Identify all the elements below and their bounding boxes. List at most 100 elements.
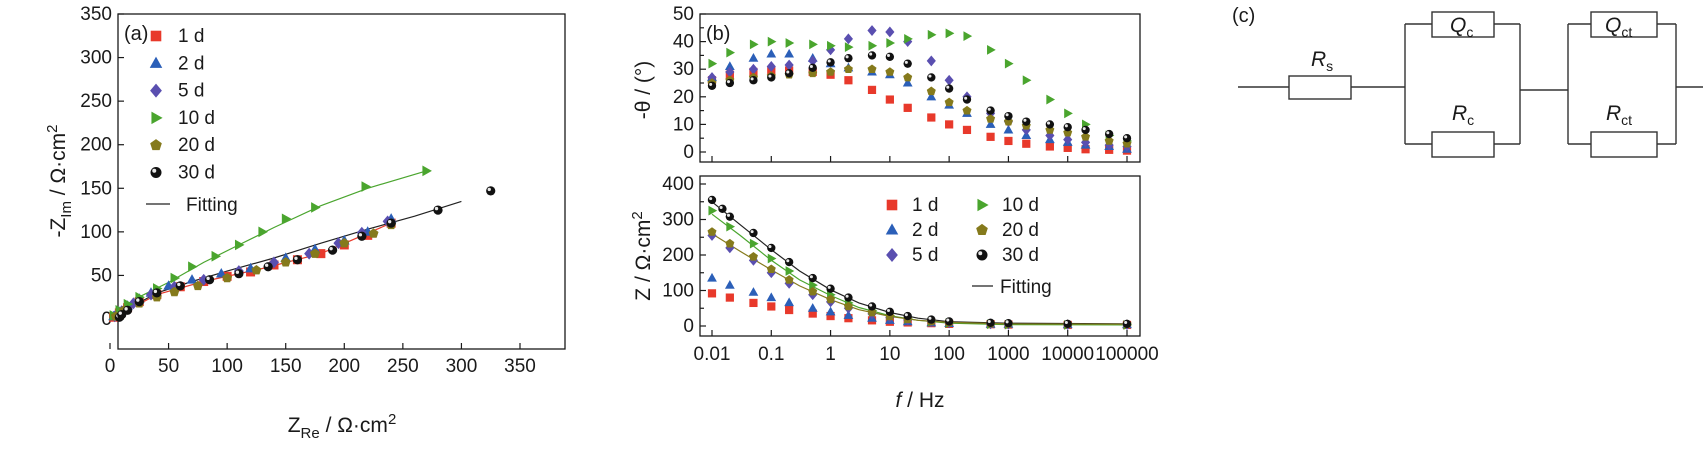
- bode-phase-point: [749, 76, 758, 85]
- bode-phase-point: [826, 58, 835, 67]
- nyquist-xtick-label: 350: [504, 356, 536, 377]
- bode-phase-point: [986, 114, 996, 123]
- bode-modulus-ytick-label: 0: [683, 316, 694, 337]
- frequency-tick-label: 10: [879, 344, 900, 365]
- nyquist-point: [368, 228, 379, 238]
- nyquist-legend-marker: [150, 30, 162, 42]
- bode-modulus-point: [748, 252, 758, 261]
- bode-modulus-point: [843, 310, 854, 319]
- label-qct: Qct: [1605, 14, 1632, 40]
- bode-legend-label: 1 d: [912, 195, 938, 216]
- nyquist-point: [310, 248, 320, 258]
- bode-phase-point: [1004, 136, 1013, 146]
- bode-phase-point: [927, 73, 936, 82]
- bode-modulus-point: [767, 253, 777, 264]
- bode-phase-point: [784, 48, 795, 58]
- bode-phase-point: [987, 44, 996, 55]
- bode-phase-point: [903, 59, 912, 68]
- resistor-rs: [1288, 75, 1352, 100]
- bode-phase-point: [867, 64, 877, 74]
- bode-modulus-point: [725, 293, 734, 302]
- nyquist-legend-label: 1 d: [178, 26, 204, 47]
- bode-phase-point: [927, 29, 937, 40]
- bode-phase-point: [962, 125, 972, 135]
- bode-modulus-point: [766, 292, 777, 302]
- bode-phase-point: [844, 76, 853, 85]
- nyquist-series-2-d: [108, 213, 397, 321]
- bode-modulus-point: [826, 294, 836, 304]
- bode-legend-marker: [976, 249, 988, 261]
- nyquist-point: [234, 239, 245, 251]
- bode-modulus-point: [885, 307, 895, 316]
- bode-modulus-point: [767, 243, 776, 253]
- bode-phase-point: [1063, 122, 1072, 132]
- bode-modulus-point: [903, 311, 912, 321]
- equivalent-circuit: (c) Rs Qc Rc Qct Rct: [1232, 5, 1703, 158]
- panel-label-b: (b): [706, 23, 730, 45]
- label-qc: Qc: [1450, 14, 1473, 40]
- bode-phase-point: [844, 53, 853, 63]
- frequency-tick-label: 1: [825, 344, 836, 365]
- nyquist-point: [152, 288, 162, 298]
- nyquist-point: [422, 165, 432, 177]
- bode-phase-point: [902, 77, 913, 87]
- bode-modulus-ytick-label: 400: [662, 174, 694, 195]
- nyquist-point: [268, 256, 280, 269]
- nyquist-point: [486, 186, 496, 196]
- nyquist-xtick-label: 100: [211, 356, 243, 377]
- nyquist-point: [361, 181, 372, 192]
- bode-phase-frame: [699, 13, 1141, 163]
- bode-phase-point: [903, 103, 912, 112]
- bode-modulus-y-axis-label: Z / Ω·cm2: [629, 211, 655, 300]
- bode-modulus-point: [808, 286, 818, 296]
- nyquist-xtick-label: 200: [328, 356, 360, 377]
- frequency-tick-label: 10000: [1041, 344, 1094, 365]
- nyquist-legend-marker: [150, 83, 162, 98]
- bode-legend-marker: [976, 223, 988, 235]
- bode-phase-point: [767, 36, 777, 47]
- bode-phase-point: [944, 84, 954, 93]
- bode-phase-ytick-label: 0: [683, 142, 694, 163]
- bode-phase-point: [962, 105, 972, 115]
- nyquist-point: [251, 264, 262, 275]
- nyquist-legend-label: 2 d: [178, 53, 204, 74]
- bode-phase-point: [986, 132, 995, 141]
- nyquist-legend: 1 d 2 d 5 d 10 d 20 d 30 d Fitting: [146, 26, 238, 216]
- bode-modulus-point: [785, 266, 795, 276]
- bode-modulus-fit-line-30-d: [711, 201, 1128, 325]
- bode-phase-point: [985, 119, 996, 128]
- bode-phase-point: [945, 120, 954, 129]
- nyquist-point: [192, 280, 203, 291]
- bode-modulus-point: [1122, 319, 1132, 329]
- bode-modulus-point: [725, 238, 735, 248]
- frequency-axis-label: f / Hz: [895, 389, 944, 412]
- nyquist-xtick-label: 50: [158, 356, 179, 377]
- nyquist-series-20-d: [110, 219, 397, 321]
- nyquist-point: [292, 255, 303, 265]
- bode-modulus-fit-line-20-d: [711, 233, 1128, 325]
- bode-legend-marker: [886, 199, 898, 211]
- bode-phase-point: [726, 47, 736, 58]
- bode-phase-point: [708, 58, 718, 69]
- bode-phase-point: [1081, 125, 1090, 135]
- nyquist-point: [327, 245, 338, 255]
- bode-modulus-point: [784, 257, 794, 267]
- bode-phase-point: [1004, 111, 1013, 121]
- bode-phase-point: [944, 97, 954, 107]
- nyquist-legend-marker: [150, 139, 162, 151]
- bode-modulus-point: [725, 212, 735, 221]
- bode-legend-label: 2 d: [912, 220, 938, 241]
- bode-phase-point: [707, 81, 717, 90]
- nyquist-ytick-label: 200: [80, 135, 112, 156]
- nyquist-xtick-label: 300: [446, 356, 478, 377]
- nyquist-legend-marker: [150, 167, 162, 178]
- resistor-rct: [1590, 131, 1658, 158]
- bode-phase-y-axis-label: -θ / (°): [632, 61, 655, 120]
- bode-phase-point: [1122, 134, 1132, 143]
- bode-phase-point: [844, 42, 854, 53]
- bode-phase-ytick-label: 40: [673, 32, 694, 53]
- cpe-qc: [1431, 11, 1495, 38]
- bode-phase-point: [926, 91, 937, 101]
- bode-modulus-point: [867, 307, 877, 317]
- nyquist-plot-frame: [117, 13, 566, 350]
